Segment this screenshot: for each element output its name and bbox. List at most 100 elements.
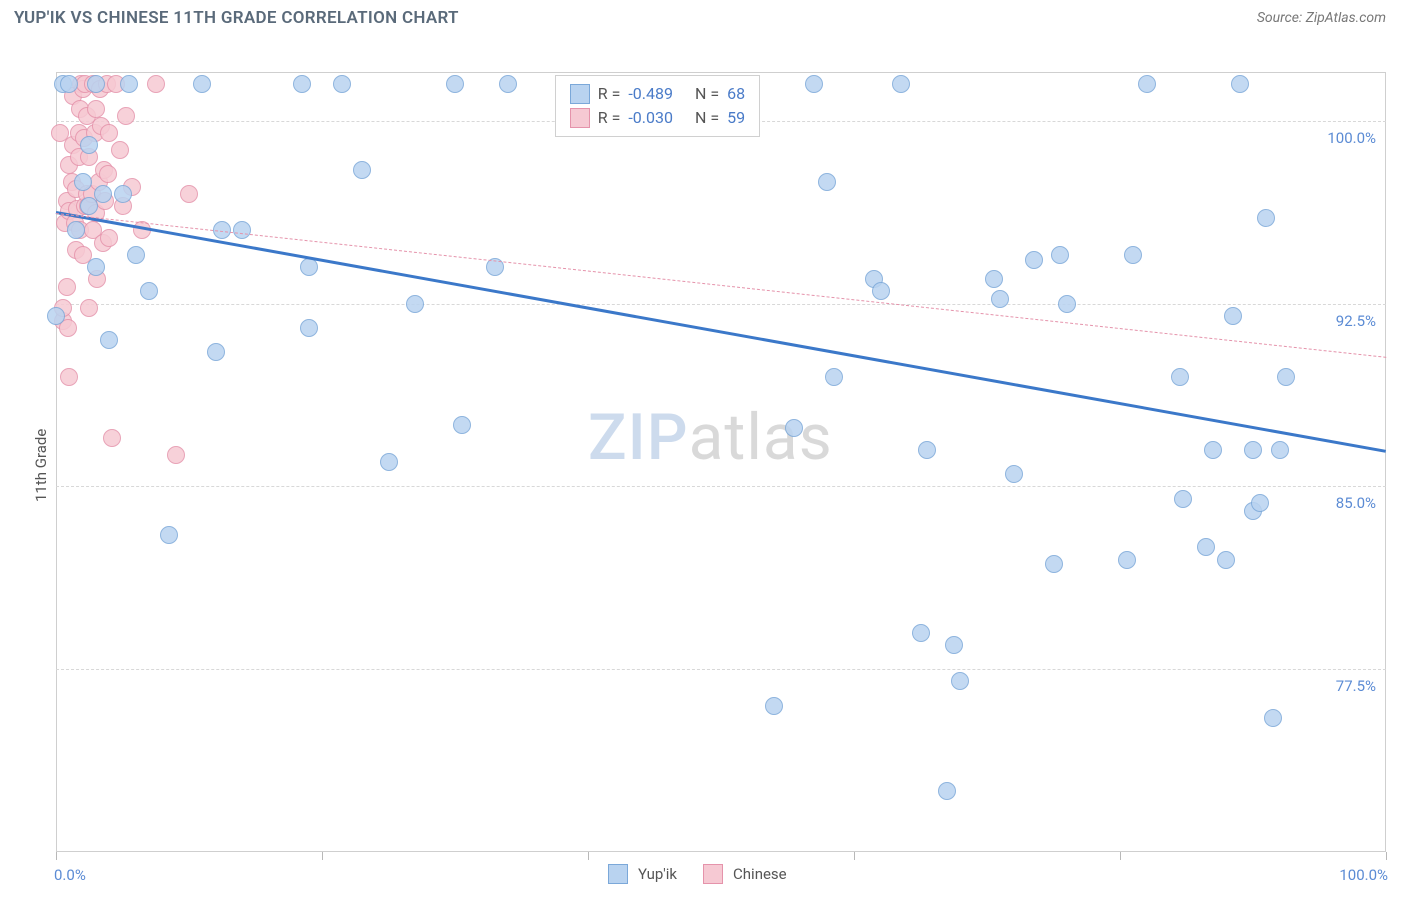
data-point bbox=[353, 161, 371, 179]
data-point bbox=[1174, 490, 1192, 508]
data-point bbox=[87, 75, 105, 93]
legend-label: Yup'ik bbox=[638, 865, 677, 883]
y-tick-label: 77.5% bbox=[1316, 677, 1376, 695]
data-point bbox=[805, 75, 823, 93]
data-point bbox=[1251, 494, 1269, 512]
data-point bbox=[193, 75, 211, 93]
data-point bbox=[1025, 251, 1043, 269]
data-point bbox=[114, 185, 132, 203]
x-tick bbox=[1120, 852, 1121, 860]
data-point bbox=[406, 295, 424, 313]
data-point bbox=[94, 185, 112, 203]
data-point bbox=[1005, 465, 1023, 483]
data-point bbox=[207, 343, 225, 361]
chart-title: YUP'IK VS CHINESE 11TH GRADE CORRELATION… bbox=[14, 8, 459, 28]
data-point bbox=[100, 124, 118, 142]
stat-r-value: -0.489 bbox=[628, 82, 673, 106]
data-point bbox=[818, 173, 836, 191]
data-point bbox=[1118, 551, 1136, 569]
data-point bbox=[47, 307, 65, 325]
stat-r-value: -0.030 bbox=[628, 106, 673, 130]
data-point bbox=[99, 165, 117, 183]
y-tick-label: 100.0% bbox=[1316, 129, 1376, 147]
data-point bbox=[1204, 441, 1222, 459]
data-point bbox=[380, 453, 398, 471]
data-point bbox=[1171, 368, 1189, 386]
stat-label: R = bbox=[598, 82, 621, 106]
y-axis-title: 11th Grade bbox=[32, 429, 50, 502]
data-point bbox=[58, 278, 76, 296]
data-point bbox=[333, 75, 351, 93]
data-point bbox=[918, 441, 936, 459]
data-point bbox=[945, 636, 963, 654]
data-point bbox=[912, 624, 930, 642]
data-point bbox=[180, 185, 198, 203]
data-point bbox=[499, 75, 517, 93]
data-point bbox=[300, 319, 318, 337]
data-point bbox=[1217, 551, 1235, 569]
data-point bbox=[120, 75, 138, 93]
data-point bbox=[1264, 709, 1282, 727]
stats-legend-row: R = -0.030N = 59 bbox=[570, 106, 745, 130]
data-point bbox=[1138, 75, 1156, 93]
data-point bbox=[938, 782, 956, 800]
stat-label: N = bbox=[695, 82, 719, 106]
x-tick-label: 100.0% bbox=[1328, 866, 1388, 884]
x-tick bbox=[588, 852, 589, 860]
legend-swatch bbox=[608, 864, 628, 884]
data-point bbox=[140, 282, 158, 300]
data-point bbox=[1051, 246, 1069, 264]
legend-swatch bbox=[703, 864, 723, 884]
data-point bbox=[1244, 441, 1262, 459]
data-point bbox=[825, 368, 843, 386]
data-point bbox=[1231, 75, 1249, 93]
data-point bbox=[872, 282, 890, 300]
grid-line bbox=[56, 669, 1386, 670]
data-point bbox=[1058, 295, 1076, 313]
legend-swatch bbox=[570, 84, 590, 104]
data-point bbox=[100, 229, 118, 247]
stat-n-value: 59 bbox=[727, 106, 745, 130]
data-point bbox=[127, 246, 145, 264]
data-point bbox=[87, 100, 105, 118]
data-point bbox=[117, 107, 135, 125]
stats-legend: R = -0.489N = 68R = -0.030N = 59 bbox=[555, 75, 760, 137]
grid-line bbox=[56, 486, 1386, 487]
x-tick bbox=[854, 852, 855, 860]
data-point bbox=[892, 75, 910, 93]
data-point bbox=[1277, 368, 1295, 386]
data-point bbox=[951, 672, 969, 690]
data-point bbox=[1124, 246, 1142, 264]
data-point bbox=[60, 368, 78, 386]
data-point bbox=[785, 419, 803, 437]
stats-legend-row: R = -0.489N = 68 bbox=[570, 82, 745, 106]
data-point bbox=[1045, 555, 1063, 573]
data-point bbox=[60, 75, 78, 93]
x-tick bbox=[322, 852, 323, 860]
data-point bbox=[100, 331, 118, 349]
data-point bbox=[147, 75, 165, 93]
data-point bbox=[991, 290, 1009, 308]
data-point bbox=[1257, 209, 1275, 227]
data-point bbox=[985, 270, 1003, 288]
data-point bbox=[765, 697, 783, 715]
data-point bbox=[160, 526, 178, 544]
data-point bbox=[293, 75, 311, 93]
data-point bbox=[1197, 538, 1215, 556]
legend-swatch bbox=[570, 108, 590, 128]
x-tick-label: 0.0% bbox=[54, 866, 86, 884]
data-point bbox=[167, 446, 185, 464]
data-point bbox=[67, 221, 85, 239]
data-point bbox=[80, 136, 98, 154]
x-tick bbox=[1386, 852, 1387, 860]
y-tick-label: 85.0% bbox=[1316, 494, 1376, 512]
legend-label: Chinese bbox=[733, 865, 787, 883]
stat-label: N = bbox=[695, 106, 719, 130]
series-legend: Yup'ik Chinese bbox=[608, 864, 803, 884]
data-point bbox=[233, 221, 251, 239]
plot-border bbox=[56, 72, 1386, 852]
chart-area: 77.5% 85.0% 92.5% 100.0% 0.0% 100.0% 11th Grad… bbox=[14, 32, 1406, 912]
source-label: Source: ZipAtlas.com bbox=[1257, 10, 1386, 26]
y-tick-label: 92.5% bbox=[1316, 312, 1376, 330]
data-point bbox=[1224, 307, 1242, 325]
